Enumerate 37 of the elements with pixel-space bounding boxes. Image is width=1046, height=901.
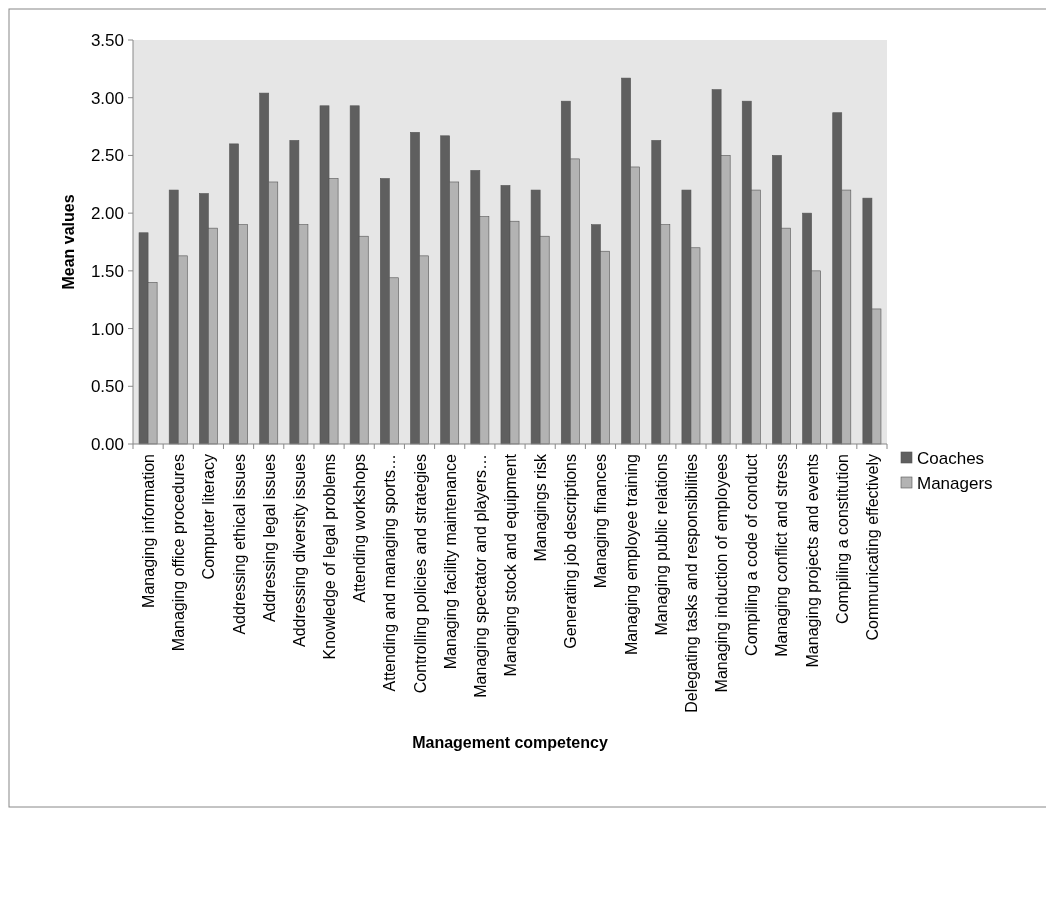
x-tick-label: Managing information: [140, 454, 158, 608]
x-tick-label: Managing employee training: [622, 454, 640, 656]
y-tick-label: 0.00: [90, 434, 124, 454]
x-tick-label: Attending and managing sports…: [381, 454, 399, 692]
x-tick-label: Managing finances: [592, 454, 610, 589]
y-tick-label: 0.50: [90, 377, 124, 397]
x-tick-label: Knowledge of legal problems: [321, 454, 339, 660]
x-tick-label: Addressing ethical issues: [230, 454, 248, 635]
x-tick-label: Managings risk: [532, 453, 550, 562]
x-tick-label: Computer literacy: [200, 454, 218, 580]
x-tick-label: Managing spectator and players…: [471, 454, 489, 698]
x-tick-label: Compiling a code of conduct: [743, 453, 761, 656]
y-axis-title: Mean values: [60, 194, 77, 290]
y-tick-label: 1.50: [90, 261, 124, 281]
x-tick-label: Compiling a constitution: [833, 454, 851, 624]
x-tick-label: Controlling policies and strategies: [411, 454, 429, 694]
y-tick-label: 1.00: [90, 319, 124, 339]
y-tick-label: 2.00: [90, 204, 124, 224]
x-tick-label: Managing facility maintenance: [441, 453, 459, 670]
x-tick-label: Addressing legal issues: [260, 454, 278, 623]
x-tick-label: Managing induction of employees: [713, 454, 731, 693]
x-tick-label: Addressing diversity issues: [290, 454, 308, 647]
x-tick-label: Generating job descriptions: [562, 454, 580, 649]
y-tick-label: 2.50: [90, 146, 124, 166]
legend-label: Coaches: [917, 448, 985, 468]
x-tick-label: Delegating tasks and responsibilities: [682, 454, 700, 713]
x-tick-label: Managing stock and equipment: [502, 453, 519, 677]
x-axis-title: Management competency: [412, 734, 608, 751]
x-tick-label: Managing conflict and stress: [773, 454, 791, 657]
y-tick-label: 3.00: [90, 88, 124, 108]
x-tick-label: Managing public relations: [652, 454, 670, 636]
x-tick-label: Attending workshops: [351, 454, 369, 603]
x-tick-label: Managing projects and events: [803, 454, 821, 668]
x-tick-label: Managing office procedures: [170, 454, 188, 652]
legend-label: Managers: [917, 473, 993, 493]
y-tick-label: 3.50: [90, 30, 124, 50]
x-tick-label: Communicating effectively: [863, 454, 881, 641]
